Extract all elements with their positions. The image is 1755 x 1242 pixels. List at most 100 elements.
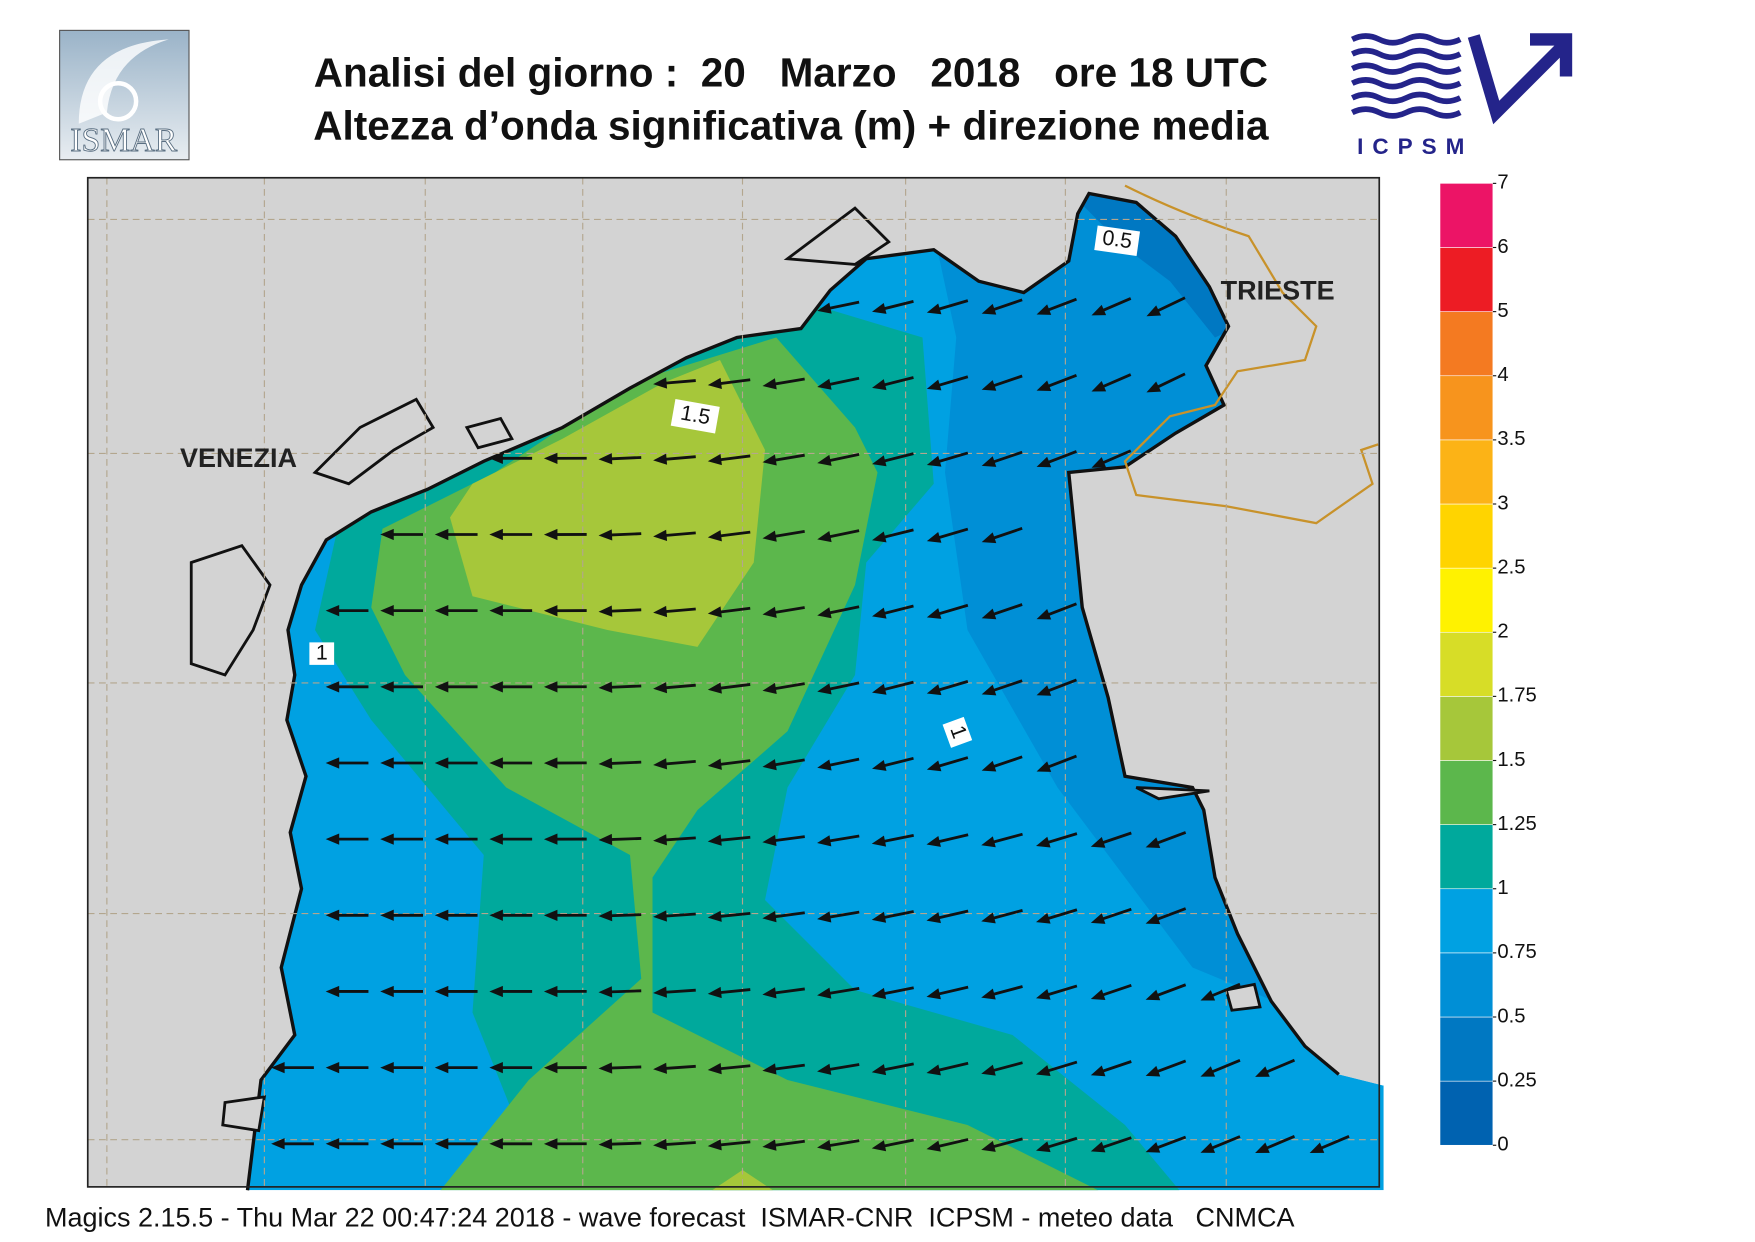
arrow-head (380, 1138, 394, 1150)
arrow-head (434, 1062, 449, 1074)
colorbar-label: 1 (1497, 877, 1508, 899)
arrow-head (543, 452, 558, 464)
arrow-head (981, 1064, 996, 1076)
arrow-head (380, 528, 394, 541)
arrow-head (1145, 1142, 1161, 1153)
arrow-head (653, 682, 668, 694)
arrow-head (434, 909, 449, 921)
arrow-head (543, 757, 558, 769)
arrow-head (707, 910, 722, 922)
arrow-head (707, 454, 722, 466)
arrow-head (1145, 1065, 1161, 1077)
arrow-head (1036, 380, 1052, 392)
arrow-head (598, 605, 613, 617)
contour-label-text: 1.5 (679, 401, 712, 430)
colorbar-label: 3 (1497, 492, 1508, 514)
arrow-head (817, 1139, 832, 1151)
colorbar-segment (1439, 824, 1494, 890)
arrow-head (817, 683, 832, 695)
arrow-head (1090, 1065, 1106, 1077)
arrow-head (872, 607, 887, 619)
contour-label: 1.5 (670, 399, 720, 434)
arrow-head (817, 302, 832, 314)
arrow-head (762, 606, 777, 618)
arrow-head (1036, 304, 1052, 315)
arrow-head (707, 758, 722, 770)
title: Analisi del giorno : 20 Marzo 2018 ore 1… (314, 50, 1268, 96)
arrow-head (325, 909, 340, 921)
arrow-head (762, 682, 777, 695)
arrow-head (653, 758, 668, 770)
arrow-head (1255, 1066, 1270, 1077)
arrow-head (981, 988, 996, 1000)
colorbar-label: 4 (1497, 364, 1508, 386)
arrow-head (271, 1138, 285, 1150)
arrow-head (653, 605, 668, 618)
arrow-head (707, 1139, 722, 1151)
arrow-head (871, 835, 887, 847)
arrow-head (380, 757, 394, 769)
arrow-head (380, 833, 394, 845)
arrow-head (434, 681, 449, 693)
colorbar-label: 2.5 (1497, 556, 1525, 578)
colorbar-segment (1439, 760, 1494, 825)
arrow-head (707, 682, 722, 694)
arrow-head (817, 911, 832, 923)
arrow-head (926, 608, 942, 619)
arrow-head (926, 912, 941, 924)
arrow-head (543, 833, 558, 845)
arrow-head (762, 530, 777, 542)
arrow-head (653, 377, 668, 389)
direction-arrows (271, 296, 1350, 1153)
arrow-head (981, 912, 996, 924)
contour-label-text: 1 (316, 640, 328, 664)
arrow-head (543, 1062, 558, 1074)
map: VENEZIA TRIESTE 1.5 1 1 0.5 (86, 176, 1384, 1191)
arrow-head (380, 985, 394, 998)
colorbar-label: 7 (1497, 172, 1508, 194)
arrow-head (926, 684, 942, 696)
ismar-logo: ISMAR (59, 29, 190, 161)
arrow-head (434, 985, 449, 998)
colorbar-segment (1439, 247, 1494, 312)
arrow-head (981, 1140, 996, 1152)
colorbar-label: 2 (1497, 621, 1508, 643)
colorbar-segment (1439, 1016, 1494, 1082)
arrow-head (1090, 837, 1106, 848)
arrow-head (1091, 381, 1107, 392)
arrow-head (489, 528, 503, 541)
arrow-head (872, 683, 887, 695)
colorbar-label: 1.75 (1497, 685, 1536, 707)
arrow-head (598, 1138, 613, 1150)
arrow-head (926, 988, 941, 1000)
arrow-head (598, 910, 613, 922)
colorbar-label: 5 (1497, 300, 1508, 322)
arrow-head (598, 681, 613, 693)
arrow-head (817, 987, 832, 999)
arrow-head (434, 1138, 449, 1150)
contour-label: 1 (942, 716, 973, 748)
arrow-head (1036, 989, 1051, 1000)
icpsm-logo: ICPSM (1350, 33, 1573, 159)
arrow-head (489, 605, 503, 617)
arrow-head (598, 986, 613, 998)
arrow-head (489, 985, 503, 998)
arrow-head (543, 681, 558, 693)
arrow-head (1036, 1141, 1051, 1153)
arrow-head (762, 1063, 777, 1075)
arrow-head (981, 760, 997, 772)
arrow-head (872, 379, 887, 391)
arrow-head (489, 1138, 503, 1150)
subtitle: Altezza d’onda significativa (m) + direz… (313, 103, 1269, 149)
arrow-head (325, 605, 340, 617)
colorbar-label: 0 (1497, 1134, 1508, 1156)
logo-text: ICPSM (1357, 134, 1473, 159)
arrow-head (325, 985, 340, 998)
colorbar-label: 0.25 (1497, 1069, 1536, 1091)
arrow-head (489, 757, 503, 769)
arrow-head (1146, 305, 1162, 317)
arrow-head (817, 454, 832, 466)
arrow-head (1036, 1065, 1051, 1076)
arrow-head (434, 757, 449, 769)
arrow-head (817, 531, 832, 543)
